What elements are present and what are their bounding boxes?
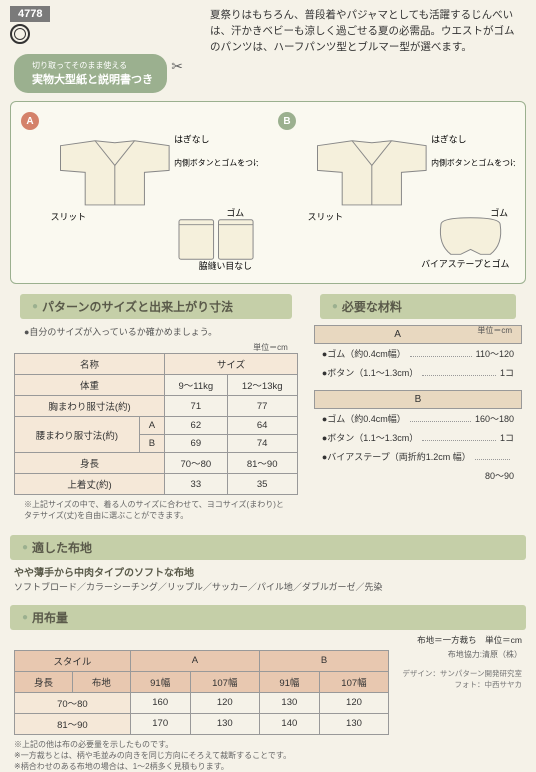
materials-header: 必要な材料 xyxy=(320,294,516,319)
size-table: 名称サイズ 体重9～11kg12～13kg 胸まわり服寸法(約)7177 腰まわ… xyxy=(14,353,298,495)
circle-icon xyxy=(10,24,30,44)
yardage-header: 用布量 xyxy=(10,605,526,630)
garment-b-svg: はぎなし 内側ボタンとゴムをつける スリット ゴム バイアステープとゴム xyxy=(278,130,515,270)
badge-a: A xyxy=(21,112,39,130)
yardage-notes: ※上記の他は布の必要量を示したものです。 ※一方裁ちとは、柄や毛並みの向きを同じ… xyxy=(14,739,522,772)
badge-b: B xyxy=(278,112,296,130)
tag-main: 実物大型紙と説明書つき xyxy=(32,74,153,86)
size-unit: 単位＝cm xyxy=(253,342,288,353)
scissors-icon: ✂ xyxy=(171,58,183,75)
materials-box: A ●ゴム（約0.4cm幅）110～120 ●ボタン（1.1～1.3cm）1コ … xyxy=(314,325,522,485)
footer-credits: デザイン：サンパターン開発研究室 フォト：中西サヤカ xyxy=(402,669,522,690)
size-header: パターンのサイズと出来上がり寸法 xyxy=(20,294,292,319)
garment-a-svg: はぎなし 内側ボタンとゴムをつける スリット ゴム 脇縫い目なし xyxy=(21,130,258,270)
diagram-a: A はぎなし 内側ボタンとゴムをつける スリット ゴム 脇縫い目なし xyxy=(21,112,258,273)
pattern-number: 4778 xyxy=(10,6,50,22)
svg-text:ゴム: ゴム xyxy=(226,207,244,218)
fabric-credit: 布地協力:清原（株） xyxy=(448,649,522,660)
intro-text: 夏祭りはもちろん、普段着やパジャマとしても活躍するじんべいは、汗かきベビーも涼し… xyxy=(210,8,524,55)
tag-sub: 切り取ってそのまま使える xyxy=(32,60,153,71)
fabric-heading: やや薄手から中肉タイプのソフトな布地 xyxy=(14,564,522,579)
fabric-list: ソフトブロード／カラーシーチング／リップル／サッカー／パイル地／ダブルガーゼ／先… xyxy=(14,581,522,595)
svg-text:スリット: スリット xyxy=(51,212,87,222)
size-note: ※上記サイズの中で、着る人のサイズに合わせて、ヨコサイズ(まわり)とタテサイズ(… xyxy=(24,499,288,521)
svg-text:内側ボタンとゴムをつける: 内側ボタンとゴムをつける xyxy=(174,157,258,167)
svg-text:はぎなし: はぎなし xyxy=(431,134,467,145)
mat-unit: 単位＝cm xyxy=(477,325,512,336)
yardage-table: スタイルAB 身長布地91幅107幅91幅107幅 70～80160120130… xyxy=(14,650,389,735)
diagram-box: A はぎなし 内側ボタンとゴムをつける スリット ゴム 脇縫い目なし B xyxy=(10,101,526,284)
svg-text:はぎなし: はぎなし xyxy=(174,134,210,145)
svg-text:バイアステープとゴム: バイアステープとゴム xyxy=(421,258,509,269)
feature-tag: 切り取ってそのまま使える 実物大型紙と説明書つき ✂ xyxy=(14,54,167,93)
svg-text:スリット: スリット xyxy=(308,212,344,222)
svg-text:脇縫い目なし: 脇縫い目なし xyxy=(199,260,252,270)
size-sub: ●自分のサイズが入っているか確かめましょう。 xyxy=(24,325,288,338)
svg-text:内側ボタンとゴムをつける: 内側ボタンとゴムをつける xyxy=(431,157,515,167)
yardage-note-top: 布地＝一方裁ち 単位＝cm xyxy=(14,634,522,646)
diagram-b: B はぎなし 内側ボタンとゴムをつける スリット ゴム バイアステープとゴム xyxy=(278,112,515,273)
fabric-header: 適した布地 xyxy=(10,535,526,560)
svg-text:ゴム: ゴム xyxy=(490,207,508,218)
